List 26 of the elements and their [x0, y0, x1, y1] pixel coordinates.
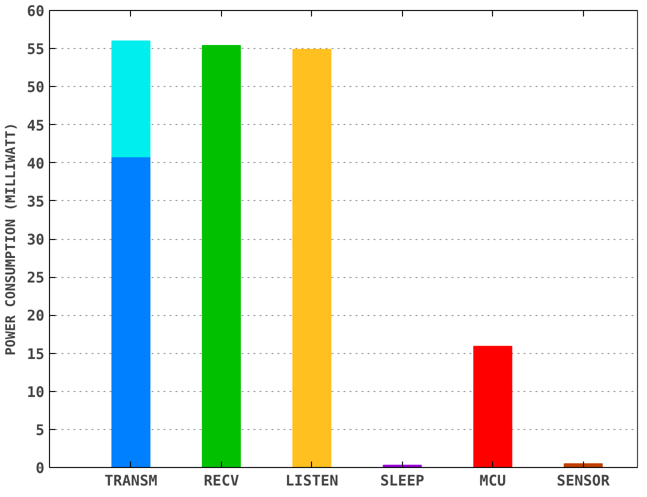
y-axis-title: POWER CONSUMPTION (MILLIWATT)	[4, 122, 19, 356]
x-tick-label: RECV	[204, 472, 240, 490]
bar	[292, 48, 332, 468]
y-tick-label: 35	[26, 193, 45, 210]
y-tick-label: 60	[26, 3, 45, 20]
x-tick-label: SLEEP	[380, 472, 425, 490]
x-tick-label: LISTEN	[285, 472, 338, 490]
y-tick-label: 40	[26, 155, 45, 172]
y-tick-label: 0	[36, 460, 45, 477]
bar	[473, 346, 512, 468]
y-tick-label: 5	[36, 422, 45, 439]
y-tick-label: 15	[26, 346, 45, 363]
x-tick-label: SENSOR	[556, 472, 610, 490]
y-tick-label: 30	[26, 232, 45, 248]
x-tick-label: MCU	[480, 472, 506, 490]
y-tick-label: 50	[26, 79, 45, 96]
y-tick-label: 45	[26, 117, 45, 134]
y-tick-label: 10	[26, 384, 45, 401]
bar	[564, 463, 603, 468]
bar	[111, 156, 150, 468]
bar	[111, 40, 150, 158]
bar	[202, 45, 241, 468]
x-tick-label: TRANSM	[104, 472, 158, 490]
y-tick-label: 55	[26, 41, 45, 58]
y-tick-label: 20	[26, 308, 45, 325]
y-tick-label: 25	[26, 270, 45, 287]
